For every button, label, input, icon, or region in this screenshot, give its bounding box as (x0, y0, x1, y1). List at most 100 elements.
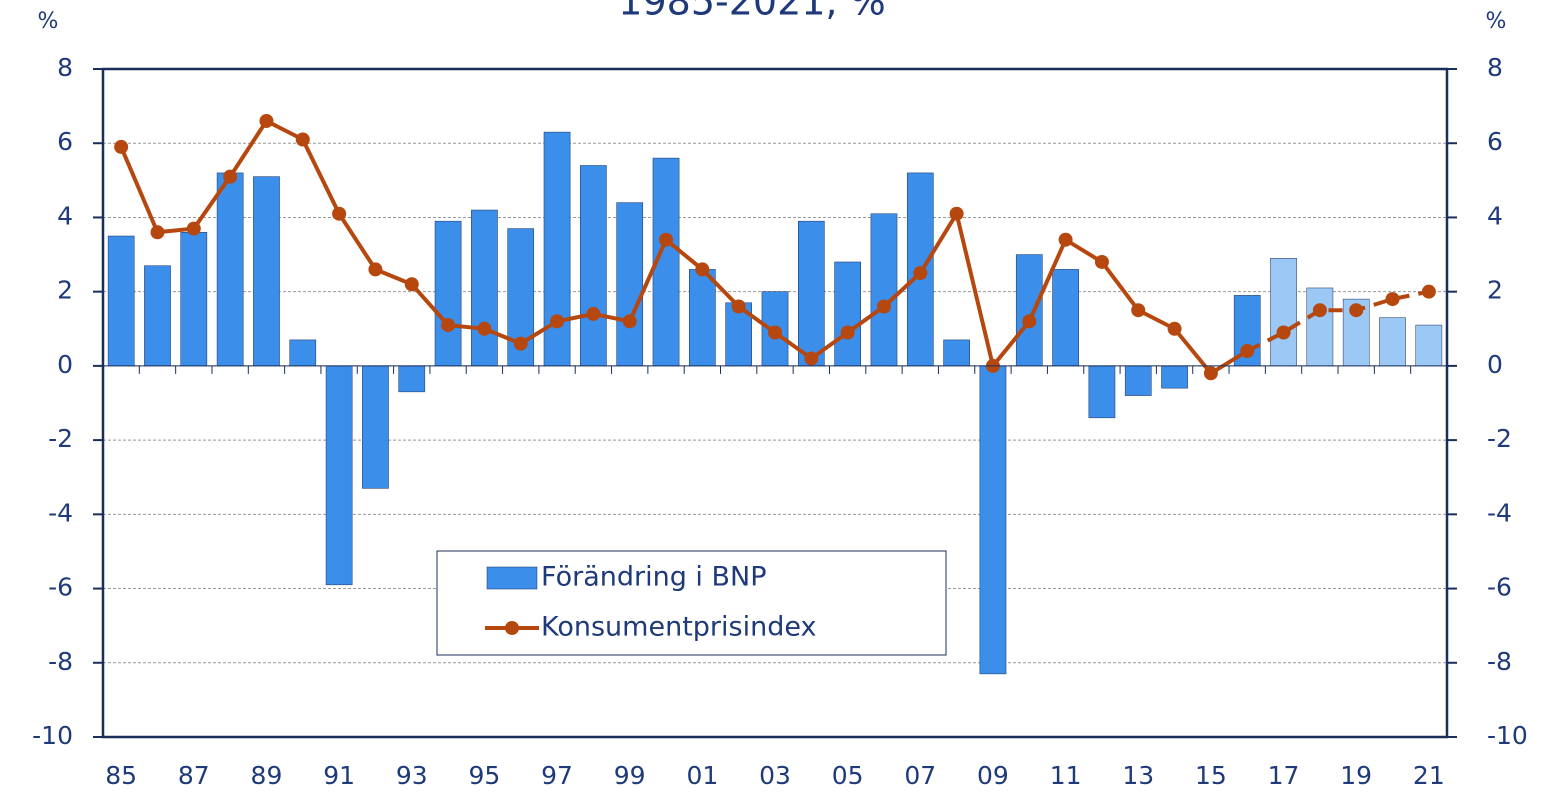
x-tick-label: 91 (323, 761, 355, 790)
line (119, 118, 1249, 376)
x-tick-label: 15 (1195, 761, 1227, 790)
x-tick-label: 19 (1340, 761, 1372, 790)
y-tick-label: 6 (57, 127, 73, 156)
bar (253, 176, 280, 367)
y2-tick-label: -2 (1487, 424, 1512, 453)
bar (834, 261, 861, 367)
line-marker (913, 266, 928, 281)
line-marker (1312, 303, 1327, 318)
line-marker (332, 206, 347, 221)
x-tick-label: 85 (105, 761, 137, 790)
x-tick-label: 97 (541, 761, 573, 790)
line-marker (1276, 325, 1291, 340)
line-marker (768, 325, 782, 340)
legend-swatch (486, 566, 538, 590)
bar (870, 213, 898, 367)
chart-title: 1985-2021, % (618, 0, 885, 24)
line-marker (731, 299, 746, 314)
line-marker (1385, 292, 1400, 307)
bar (1270, 258, 1297, 367)
y-tick-label: 0 (57, 350, 73, 379)
bar (543, 131, 571, 367)
y-tick-label: 8 (57, 53, 73, 82)
line-marker (1349, 303, 1364, 318)
bar (216, 172, 244, 367)
line-marker (1022, 314, 1037, 329)
line-marker (295, 132, 310, 147)
legend-label: Förändring i BNP (541, 562, 767, 593)
y-tick-label: -10 (32, 721, 73, 750)
bar (144, 265, 171, 367)
plot-frame (101, 67, 1449, 739)
bar (289, 339, 317, 367)
line-marker (1058, 232, 1073, 247)
bar (1161, 365, 1188, 389)
line-marker (1167, 321, 1182, 336)
x-tick-label: 87 (178, 761, 210, 790)
x-tick-label: 89 (251, 761, 283, 790)
x-tick-label: 11 (1050, 761, 1082, 790)
bar (1306, 287, 1334, 367)
line-marker (477, 321, 492, 336)
y2-tick-label: 0 (1487, 350, 1503, 379)
bar (471, 209, 498, 367)
y-tick-label: -4 (48, 498, 73, 527)
bar (797, 220, 825, 367)
line-marker (840, 325, 855, 340)
line-marker (949, 206, 964, 221)
line-marker (804, 351, 819, 366)
y2-tick-label: -6 (1487, 573, 1512, 602)
x-tick-label: 09 (977, 761, 1009, 790)
line-marker (513, 336, 528, 351)
y2-unit-label: % (1486, 9, 1507, 34)
line-marker (441, 318, 456, 333)
y-unit-label: % (38, 9, 59, 34)
line-marker (368, 262, 383, 277)
line-marker (695, 262, 710, 277)
x-tick-label: 05 (832, 761, 864, 790)
line-marker (223, 169, 238, 184)
x-tick-label: 13 (1122, 761, 1154, 790)
y2-tick-label: -10 (1487, 721, 1528, 750)
bar (1379, 317, 1406, 367)
y-tick-label: -8 (48, 647, 73, 676)
bar (180, 232, 208, 367)
y-tick-label: 4 (57, 201, 73, 230)
bar (689, 269, 716, 367)
bar (1124, 365, 1152, 396)
y-tick-label: 2 (57, 276, 73, 305)
line-marker (1421, 284, 1436, 299)
bar (580, 165, 607, 367)
line-marker (550, 314, 565, 329)
x-tick-label: 99 (614, 761, 646, 790)
y2-tick-label: -4 (1487, 498, 1512, 527)
bar (398, 365, 426, 393)
y2-tick-label: 6 (1487, 127, 1503, 156)
line-marker (186, 221, 201, 236)
bar (362, 365, 389, 489)
bar (1052, 269, 1079, 367)
legend-label: Konsumentprisindex (541, 612, 816, 643)
bar (1415, 324, 1443, 367)
bar (1015, 254, 1043, 367)
bar (943, 339, 970, 367)
line-marker (114, 139, 129, 154)
bar (1088, 365, 1116, 419)
y2-tick-label: 2 (1487, 276, 1503, 305)
bar (616, 202, 644, 367)
line-marker (622, 314, 637, 329)
x-tick-label: 17 (1268, 761, 1300, 790)
x-tick-label: 21 (1413, 761, 1445, 790)
legend-marker (505, 621, 519, 635)
line-marker (1240, 344, 1255, 359)
line-marker (1094, 254, 1109, 269)
line-marker (150, 225, 165, 240)
x-tick-label: 93 (396, 761, 428, 790)
x-tick-label: 95 (468, 761, 500, 790)
line-marker (404, 277, 419, 292)
line-marker (1203, 366, 1218, 381)
x-tick-label: 01 (686, 761, 718, 790)
y2-tick-label: 8 (1487, 53, 1503, 82)
bar (434, 220, 462, 367)
